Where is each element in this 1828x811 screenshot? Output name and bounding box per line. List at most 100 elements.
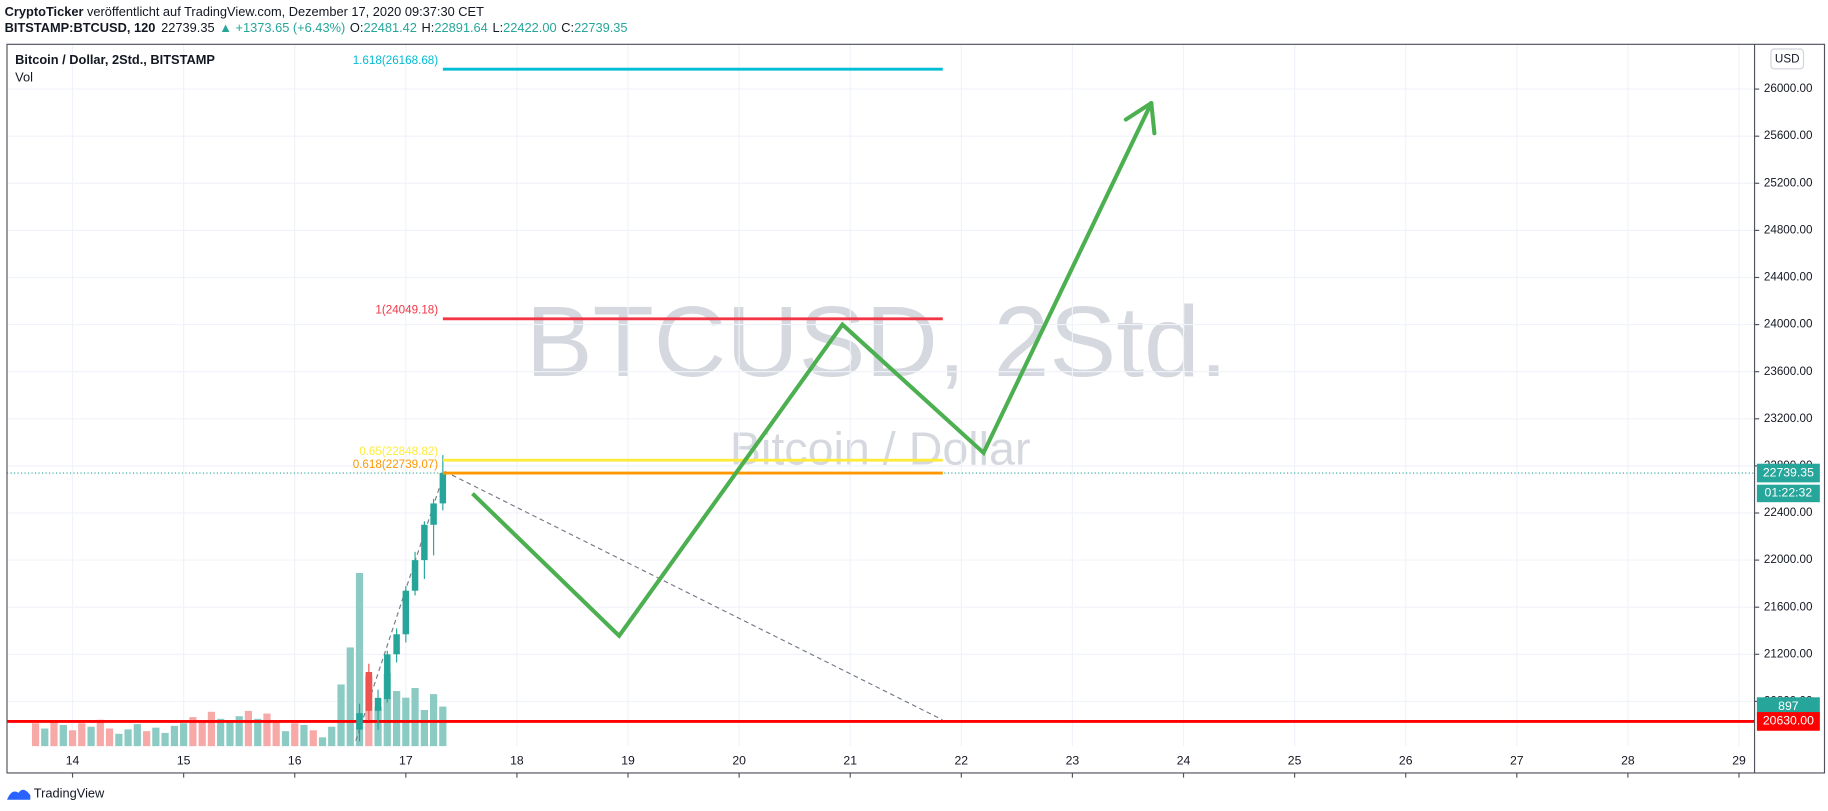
currency: USD xyxy=(1775,53,1800,66)
volume-bar xyxy=(189,717,197,747)
volume-bar xyxy=(96,719,104,747)
y-tick-label: 23200.00 xyxy=(1764,412,1813,425)
volume-bar xyxy=(41,728,49,747)
x-tick-label: 18 xyxy=(510,754,524,768)
volume-bar xyxy=(50,721,58,747)
volume-bar xyxy=(226,721,234,747)
volume-bar xyxy=(143,731,151,747)
candle-body xyxy=(393,634,400,655)
ohlc-value: 22481.42 xyxy=(363,21,416,36)
ohlc-key: O: xyxy=(350,21,364,36)
volume-bar xyxy=(383,673,391,747)
x-tick-label: 15 xyxy=(177,754,191,768)
last-price: 22739.35 xyxy=(161,21,214,36)
fib-label: 0.65(22848.82) xyxy=(359,445,438,458)
volume-bar xyxy=(152,727,160,747)
y-tick-label: 23600.00 xyxy=(1764,365,1813,378)
candle-body xyxy=(374,697,382,711)
countdown-box xyxy=(1756,484,1820,503)
last-price-label-box xyxy=(1756,463,1820,483)
support-label-box xyxy=(1756,712,1820,731)
volume-bar xyxy=(281,731,290,747)
footer-logo: TradingView xyxy=(6,785,105,800)
y-tick-label: 22000.00 xyxy=(1764,553,1813,566)
projection-path xyxy=(471,102,1154,639)
volume-bar xyxy=(133,724,141,747)
x-tick-label: 19 xyxy=(621,754,635,768)
currency-box xyxy=(1770,48,1805,70)
candle-body xyxy=(430,503,437,525)
x-tick-label: 23 xyxy=(1066,754,1080,768)
volume-bar xyxy=(217,718,225,747)
volume-bar xyxy=(254,718,262,747)
x-tick-label: 20 xyxy=(732,754,746,768)
candle-body xyxy=(356,713,363,730)
x-tick-label: 14 xyxy=(66,754,80,768)
countdown: 01:22:32 xyxy=(1765,486,1813,500)
volume-bar xyxy=(346,647,354,747)
y-tick-label: 21600.00 xyxy=(1764,600,1813,613)
trend-line xyxy=(444,470,943,721)
ohlc-key: C: xyxy=(561,21,574,36)
volume-bar xyxy=(272,721,280,747)
fib-label: 1.618(26168.68) xyxy=(353,54,439,67)
arrow-head xyxy=(1123,101,1154,122)
candle-body xyxy=(402,590,410,635)
volume-bar xyxy=(318,737,327,747)
author: CryptoTicker xyxy=(5,4,84,19)
candle-body xyxy=(439,473,447,504)
x-tick-label: 16 xyxy=(288,754,302,768)
volume-bar xyxy=(235,716,243,747)
volume-bar xyxy=(170,725,179,747)
volume-bar xyxy=(300,724,308,747)
ohlc-key: H: xyxy=(422,21,435,36)
y-tick-label: 21200.00 xyxy=(1764,647,1813,660)
volume-bar xyxy=(309,730,317,747)
brand: TradingView xyxy=(34,785,105,800)
fib-label: 0.618(22739.07) xyxy=(353,458,439,471)
symbol: BITSTAMP:BTCUSD, 120 xyxy=(5,21,156,36)
x-tick-label: 17 xyxy=(399,754,413,768)
x-tick-label: 22 xyxy=(955,754,969,768)
volume-bar xyxy=(31,723,40,747)
ohlc-key: L: xyxy=(492,21,503,36)
volume-bar xyxy=(161,732,169,747)
volume-bar xyxy=(87,726,95,747)
y-tick-label: 24000.00 xyxy=(1764,318,1813,331)
publish-info: veröffentlicht auf TradingView.com, Deze… xyxy=(87,4,484,19)
y-tick-label: 24800.00 xyxy=(1764,223,1813,236)
volume-bar xyxy=(207,711,216,747)
volume-bar xyxy=(337,684,345,747)
volume-bar xyxy=(115,733,123,747)
candle-body xyxy=(411,560,419,591)
x-tick-label: 29 xyxy=(1732,754,1746,768)
trend-line xyxy=(355,471,446,741)
volume-bar xyxy=(180,723,188,747)
ohlc-value: 22422.00 xyxy=(503,21,556,36)
volume-bar xyxy=(393,691,401,747)
legend-title: Bitcoin / Dollar, 2Std., BITSTAMP xyxy=(15,52,215,67)
publish-line: CryptoTicker veröffentlicht auf TradingVi… xyxy=(5,4,484,19)
logo xyxy=(6,789,31,800)
y-tick-label: 26000.00 xyxy=(1764,82,1813,95)
x-tick-label: 21 xyxy=(843,754,857,768)
volume-bar xyxy=(420,710,428,747)
x-tick-label: 24 xyxy=(1177,754,1191,768)
watermark: BTCUSD, 2Std. xyxy=(526,286,1228,398)
volume-bar xyxy=(78,723,86,747)
change: ▲ +1373.65 (+6.43%) xyxy=(219,21,345,36)
volume-bar xyxy=(411,687,419,747)
volume-bar xyxy=(439,706,447,747)
candle-body xyxy=(421,524,428,561)
x-tick-label: 25 xyxy=(1288,754,1302,768)
x-tick-label: 28 xyxy=(1621,754,1635,768)
y-tick-label: 22400.00 xyxy=(1764,506,1813,519)
support-label: 20630.00 xyxy=(1763,714,1814,728)
ohlc-value: 22739.35 xyxy=(574,21,627,36)
ohlc-value: 22891.64 xyxy=(434,21,487,36)
volume-bar xyxy=(124,729,132,747)
y-tick-label: 25600.00 xyxy=(1764,129,1813,142)
